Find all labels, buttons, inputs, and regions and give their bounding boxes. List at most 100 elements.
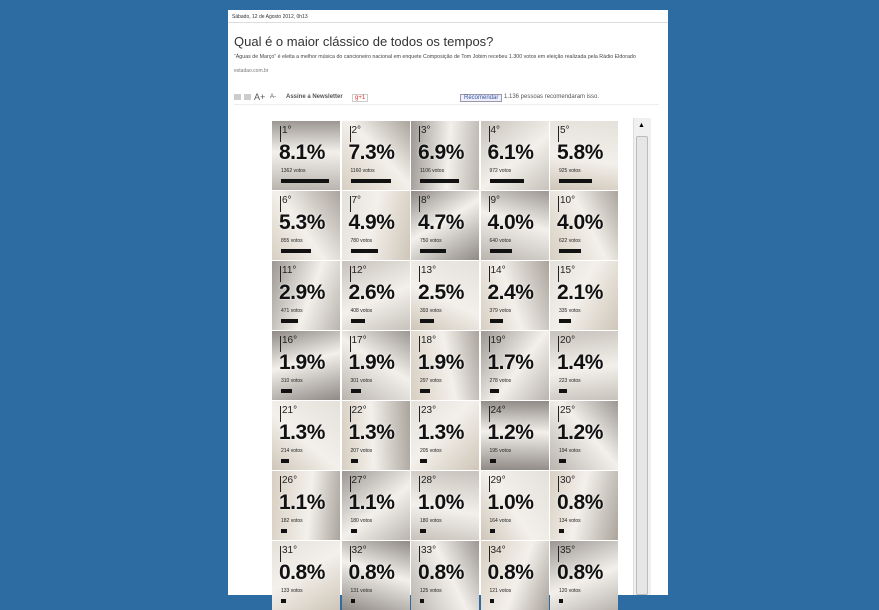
ranking-tile[interactable]: 22°1.3%207 votos — [342, 401, 410, 470]
ranking-tile[interactable]: 21°1.3%214 votos — [272, 401, 340, 470]
ranking-tile[interactable]: 34°0.8%121 votos — [481, 541, 549, 610]
ranking-tile[interactable]: 18°1.9%297 votos — [411, 331, 479, 400]
article-source[interactable]: estadao.com.br — [234, 68, 268, 74]
ranking-tile[interactable]: 5°5.8%925 votos — [550, 121, 618, 190]
percent-label: 0.8% — [557, 561, 603, 585]
ranking-tile[interactable]: 23°1.3% 205 votos — [411, 401, 479, 470]
votes-bar — [490, 179, 524, 183]
rank-label: 2° — [350, 126, 362, 142]
ranking-tile[interactable]: 28°1.0%180 votos — [411, 471, 479, 540]
ranking-tile[interactable]: 35°0.8%120 votos — [550, 541, 618, 610]
rank-label: 34° — [489, 546, 506, 562]
percent-label: 0.8% — [279, 561, 325, 585]
rank-label: 17° — [350, 336, 367, 352]
percent-label: 6.9% — [418, 141, 464, 165]
rank-label: 16° — [280, 336, 297, 352]
votes-label: 121 votos — [490, 588, 512, 594]
votes-label: 1106 votos — [420, 168, 444, 174]
percent-label: 1.2% — [557, 421, 603, 445]
rank-label: 25° — [558, 406, 575, 422]
votes-bar — [490, 389, 500, 393]
votes-label: 134 votos — [559, 518, 581, 524]
votes-bar — [351, 599, 356, 603]
ranking-tile[interactable]: 8°4.7%750 votos — [411, 191, 479, 260]
ranking-tile[interactable]: 32°0.8%131 votos — [342, 541, 410, 610]
rank-label: 7° — [350, 196, 362, 212]
ranking-tile[interactable]: 11°2.9%471 votos — [272, 261, 340, 330]
percent-label: 1.3% — [279, 421, 325, 445]
scroll-thumb[interactable] — [636, 136, 648, 595]
rank-label: 26° — [280, 476, 297, 492]
ranking-tile[interactable]: 25°1.2%194 votos — [550, 401, 618, 470]
percent-label: 2.4% — [488, 281, 534, 305]
votes-label: 1362 votos — [281, 168, 305, 174]
votes-bar — [420, 599, 424, 603]
votes-bar — [490, 319, 503, 323]
newsletter-link[interactable]: Assine a Newsletter — [286, 94, 343, 100]
email-icon[interactable] — [234, 94, 241, 100]
print-icon[interactable] — [244, 94, 251, 100]
votes-bar — [351, 179, 392, 183]
ranking-tile[interactable]: 17°1.9%301 votos — [342, 331, 410, 400]
votes-bar — [281, 319, 298, 323]
ranking-tile[interactable]: 10°4.0%622 votos — [550, 191, 618, 260]
percent-label: 1.0% — [488, 491, 534, 515]
font-up[interactable]: A+ — [254, 92, 265, 102]
ranking-tile[interactable]: 29°1.0%164 votos — [481, 471, 549, 540]
ranking-tile[interactable]: 33°0.8%125 votos — [411, 541, 479, 610]
votes-bar — [351, 459, 358, 463]
rank-label: 10° — [558, 196, 575, 212]
font-down[interactable]: A- — [270, 94, 276, 100]
ranking-tile[interactable]: 26°1.1%182 votos — [272, 471, 340, 540]
scrollbar[interactable]: ▲ — [633, 118, 651, 595]
percent-label: 5.8% — [557, 141, 603, 165]
ranking-tile[interactable]: 4°6.1%972 votos — [481, 121, 549, 190]
votes-bar — [351, 529, 357, 533]
percent-label: 1.9% — [349, 351, 395, 375]
ranking-tile[interactable]: 2°7.3%1160 votos — [342, 121, 410, 190]
recommend-button[interactable]: Recomendar — [460, 94, 502, 102]
rank-label: 12° — [350, 266, 367, 282]
ranking-tile[interactable]: 3°6.9%1106 votos — [411, 121, 479, 190]
rank-label: 21° — [280, 406, 297, 422]
rank-label: 23° — [419, 406, 436, 422]
ranking-tile[interactable]: 7°4.9%780 votos — [342, 191, 410, 260]
ranking-tile[interactable]: 20°1.4% 223 votos — [550, 331, 618, 400]
percent-label: 0.8% — [557, 491, 603, 515]
gplus-button[interactable]: g+1 — [352, 94, 368, 102]
votes-label: 223 votos — [559, 378, 581, 384]
ranking-tile[interactable]: 30°0.8%134 votos — [550, 471, 618, 540]
ranking-tile[interactable]: 31°0.8%133 votos — [272, 541, 340, 610]
votes-bar — [420, 179, 459, 183]
ranking-tile[interactable]: 9°4.0%640 votos — [481, 191, 549, 260]
votes-label: 131 votos — [351, 588, 373, 594]
rank-label: 1° — [280, 126, 292, 142]
percent-label: 1.4% — [557, 351, 603, 375]
ranking-tile[interactable]: 15°2.1%335 votos — [550, 261, 618, 330]
ranking-tile[interactable]: 16°1.9%310 votos — [272, 331, 340, 400]
rank-label: 20° — [558, 336, 575, 352]
votes-label: 205 votos — [420, 448, 442, 454]
votes-label: 120 votos — [559, 588, 581, 594]
ranking-tile[interactable]: 13°2.5%393 votos — [411, 261, 479, 330]
ranking-tile[interactable]: 19°1.7%278 votos — [481, 331, 549, 400]
votes-label: 133 votos — [281, 588, 303, 594]
ranking-tile[interactable]: 27°1.1%180 votos — [342, 471, 410, 540]
ranking-tile[interactable]: 12°2.6%408 votos — [342, 261, 410, 330]
ranking-tile[interactable]: 14°2.4%379 votos — [481, 261, 549, 330]
ranking-tile[interactable]: 1°8.1%1362 votos — [272, 121, 340, 190]
article-description: “Águas de Março” é eleita a melhor músic… — [234, 54, 659, 60]
percent-label: 6.1% — [488, 141, 534, 165]
votes-label: 180 votos — [420, 518, 442, 524]
ranking-tile[interactable]: 6°5.3%855 votos — [272, 191, 340, 260]
scroll-up-arrow[interactable]: ▲ — [638, 122, 645, 129]
votes-label: 195 votos — [490, 448, 512, 454]
rank-label: 11° — [280, 266, 296, 282]
votes-label: 180 votos — [351, 518, 373, 524]
votes-label: 278 votos — [490, 378, 512, 384]
percent-label: 1.7% — [488, 351, 534, 375]
percent-label: 1.3% — [418, 421, 464, 445]
ranking-tile[interactable]: 24°1.2%195 votos — [481, 401, 549, 470]
rank-label: 18° — [419, 336, 436, 352]
votes-bar — [351, 249, 378, 253]
